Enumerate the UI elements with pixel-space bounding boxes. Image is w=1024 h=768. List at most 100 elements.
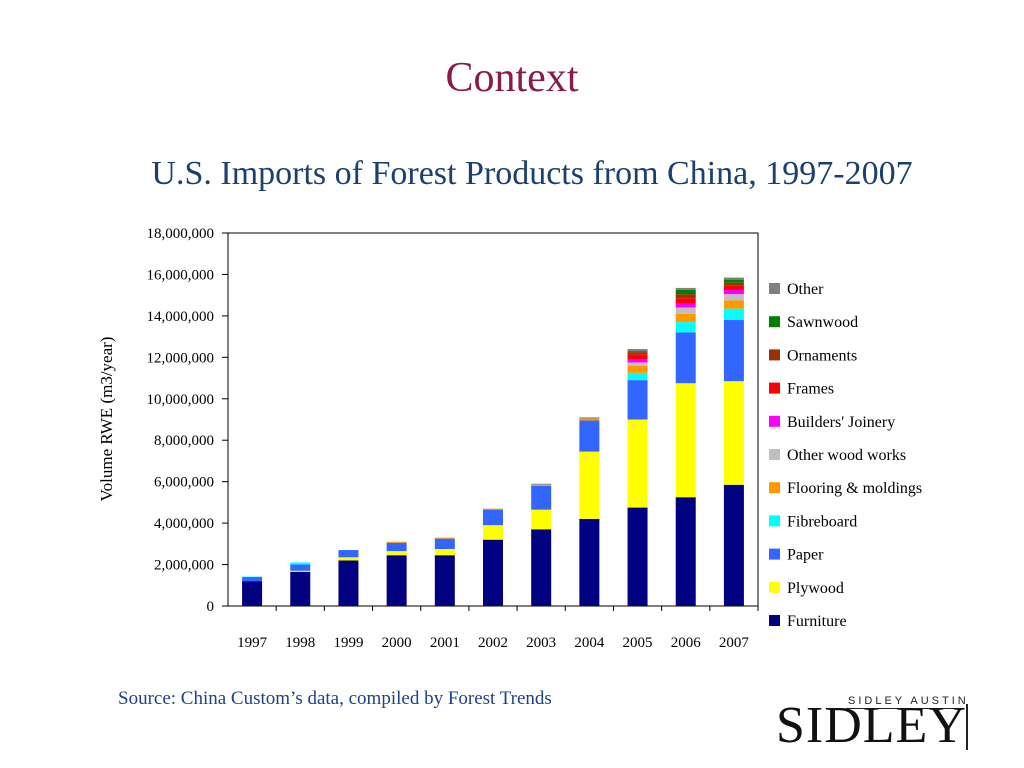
bar-segment-ornaments — [675, 294, 696, 299]
legend-label: Paper — [787, 547, 824, 564]
bar-segment-paper — [338, 550, 359, 558]
bar-segment-furniture — [531, 529, 552, 606]
bar-segment-other — [531, 483, 552, 485]
bar-segment-sawnwood — [627, 351, 648, 353]
legend-label: Builders' Joinery — [787, 414, 895, 431]
legend-swatch — [769, 581, 780, 593]
logo-firm-name: SIDLEY AUSTIN — [848, 695, 969, 707]
y-tick-label: 10,000,000 — [147, 392, 215, 408]
y-tick-label: 14,000,000 — [147, 309, 215, 325]
bar-segment-paper — [434, 538, 455, 550]
bar-segment-ornaments — [723, 282, 744, 286]
bar-segment-paper — [531, 485, 552, 510]
legend-label: Frames — [787, 381, 834, 398]
legend-swatch — [769, 382, 780, 394]
bar-segment-other-wood-works — [723, 294, 744, 301]
x-tick-label: 2006 — [671, 635, 702, 651]
bar-segment-plywood — [579, 451, 600, 519]
bar-segment-plywood — [531, 509, 552, 530]
bar-segment-fibreboard — [290, 562, 311, 565]
bar-segment-builders-joinery — [627, 359, 648, 363]
x-tick-label: 1998 — [285, 635, 315, 651]
bar-segment-flooring-moldings — [483, 508, 503, 510]
legend-swatch — [769, 515, 780, 527]
bar-segment-paper — [579, 420, 600, 452]
bar-segment-paper — [627, 380, 648, 420]
legend-label: Ornaments — [787, 347, 857, 364]
legend-label: Fibreboard — [787, 513, 857, 530]
bar-segment-frames — [723, 285, 744, 290]
bar-segment-paper — [675, 332, 696, 384]
bar-segment-other — [579, 417, 600, 419]
bar-segment-fibreboard — [723, 308, 744, 321]
bar-segment-flooring-moldings — [386, 541, 407, 543]
legend-label: Flooring & moldings — [787, 480, 922, 497]
legend-swatch — [769, 283, 780, 294]
logo-rule — [846, 708, 962, 709]
bar-segment-plywood — [434, 549, 455, 556]
sidley-austin-logo: SIDLEY AUSTIN SIDLEY — [776, 690, 976, 754]
bar-segment-sawnwood — [723, 279, 744, 283]
legend-label: Other — [787, 281, 824, 298]
legend-swatch — [769, 449, 780, 460]
bar-segment-paper — [483, 509, 503, 526]
bar-segment-plywood — [675, 383, 696, 498]
bar-segment-furniture — [579, 518, 600, 606]
bar-segment-furniture — [386, 555, 407, 606]
bar-segment-plywood — [627, 419, 648, 508]
bar-segment-fibreboard — [242, 576, 263, 578]
x-tick-label: 1997 — [237, 635, 268, 651]
bar-segment-furniture — [242, 581, 263, 606]
y-tick-label: 2,000,000 — [154, 558, 214, 574]
bar-segment-furniture — [434, 555, 455, 606]
bar-segment-flooring-moldings — [434, 537, 455, 539]
bar-segment-frames — [627, 354, 648, 360]
chart-title: U.S. Imports of Forest Products from Chi… — [151, 155, 913, 192]
x-tick-label: 2000 — [382, 635, 412, 651]
bar-segment-other — [627, 349, 648, 352]
y-axis-label: Volume RWE (m3/year) — [97, 337, 116, 502]
slide-title: Context — [445, 55, 579, 101]
bar-segment-furniture — [338, 560, 359, 606]
y-tick-label: 6,000,000 — [154, 475, 214, 491]
bar-segment-paper — [242, 576, 263, 582]
bar-segment-paper — [290, 564, 311, 571]
bar-segment-furniture — [483, 539, 503, 606]
y-tick-label: 8,000,000 — [154, 433, 214, 449]
legend-label: Sawnwood — [787, 314, 858, 331]
bar-segment-builders-joinery — [723, 289, 744, 295]
legend-label: Plywood — [787, 580, 844, 597]
y-tick-label: 16,000,000 — [147, 267, 215, 283]
bar-segment-flooring-moldings — [723, 300, 744, 309]
legend-swatch — [769, 316, 780, 328]
bar-segment-sawnwood — [675, 289, 696, 295]
bar-segment-plywood — [386, 551, 407, 556]
legend-swatch — [769, 415, 780, 427]
bar-segment-plywood — [723, 381, 744, 485]
x-tick-label: 2003 — [526, 635, 556, 651]
legend-swatch — [769, 615, 780, 626]
bar-segment-frames — [675, 298, 696, 304]
x-tick-label: 2007 — [719, 635, 750, 651]
x-tick-label: 2002 — [478, 635, 508, 651]
bar-segment-paper — [723, 320, 744, 382]
x-tick-label: 1999 — [333, 635, 363, 651]
bar-segment-other — [675, 287, 696, 290]
legend-swatch — [769, 548, 780, 560]
bar-segment-other — [723, 277, 744, 280]
legend-swatch — [769, 349, 780, 361]
bar-segment-flooring-moldings — [531, 484, 552, 486]
bar-segment-paper — [386, 542, 407, 552]
bar-segment-furniture — [627, 507, 648, 606]
y-tick-label: 4,000,000 — [154, 516, 214, 532]
bar-segment-furniture — [723, 484, 744, 606]
bar-segment-plywood — [290, 570, 311, 572]
x-tick-label: 2004 — [574, 635, 605, 651]
bar-segment-builders-joinery — [675, 303, 696, 308]
bar-segment-fibreboard — [627, 372, 648, 381]
bar-segment-plywood — [483, 525, 503, 540]
bar-segment-other-wood-works — [627, 362, 648, 366]
legend-swatch — [769, 482, 780, 494]
x-tick-label: 2005 — [623, 635, 653, 651]
